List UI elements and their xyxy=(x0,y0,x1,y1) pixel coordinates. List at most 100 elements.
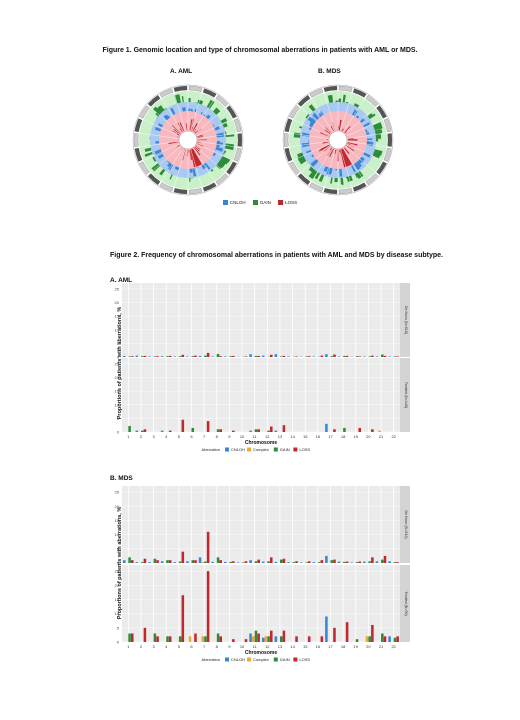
circos-mds-gain-mark xyxy=(373,124,383,131)
circos-mds-loss-mark xyxy=(343,147,350,155)
circos-aml-cnloh-mark xyxy=(188,108,191,112)
circos-aml-cnloh-mark xyxy=(201,164,207,170)
circos-mds-gain-mark xyxy=(375,138,379,142)
circos-aml-cnloh-mark xyxy=(174,166,178,170)
bar-gain xyxy=(343,355,346,357)
y-tick-label: 5 xyxy=(117,625,120,630)
bar-loss xyxy=(219,636,223,642)
bar-gain xyxy=(279,636,283,642)
circos-mds-ideogram-seg xyxy=(284,147,293,162)
circos-aml-radial-line xyxy=(190,92,202,131)
bar-gain xyxy=(140,562,144,563)
bar-gain xyxy=(368,356,371,357)
bar-loss xyxy=(333,354,336,357)
x-tick-label: 21 xyxy=(379,434,384,439)
circos-mds-ideogram-seg xyxy=(352,182,367,192)
circos-mds-gain-mark xyxy=(338,98,342,103)
circos-aml-gain-mark xyxy=(225,134,235,138)
bar-gain xyxy=(254,429,258,432)
bar-cnloh xyxy=(135,562,139,563)
circos-mds-cnloh-mark xyxy=(306,150,312,154)
bar-cnloh xyxy=(350,562,353,563)
bar-cnloh xyxy=(249,560,252,563)
x-tick-label: 10 xyxy=(240,434,245,439)
circos-mds-gain-mark xyxy=(298,157,307,165)
bar-loss xyxy=(345,622,349,642)
bar-gain xyxy=(128,356,131,357)
mds-facet-treated: 0 5 10 15 20 25 Treated (N=90) xyxy=(115,565,410,645)
fig1-title: Figure 1. Genomic location and type of c… xyxy=(102,47,418,54)
circos-mds-loss-mark xyxy=(326,139,329,140)
bar-loss xyxy=(371,624,374,642)
bar-loss xyxy=(358,427,362,432)
circos-mds-ideogram-seg xyxy=(323,188,338,195)
circos-mds-loss-mark xyxy=(325,127,332,134)
bar-loss xyxy=(333,559,336,563)
circos-mds-loss-mark xyxy=(339,119,342,131)
x-tick-label: 11 xyxy=(253,644,258,649)
x-tick-label: 9 xyxy=(228,434,231,439)
bar-cnloh xyxy=(211,561,214,563)
circos-aml-cnloh-mark xyxy=(194,108,197,113)
x-tick-label: 19 xyxy=(354,644,359,649)
circos-mds-cnloh-mark xyxy=(307,116,316,124)
x-tick-label: 4 xyxy=(165,434,168,439)
legend-swatch-loss xyxy=(278,200,284,205)
bar-cnloh xyxy=(325,555,328,563)
legend-swatch xyxy=(273,447,278,452)
mds-facet-denovo: 0 5 10 15 20 25 De Novo (N=512) xyxy=(115,486,410,566)
circos-aml-radial-line xyxy=(150,107,181,134)
legend-swatch xyxy=(247,657,251,662)
bar-loss xyxy=(219,356,223,357)
legend-swatch xyxy=(225,447,229,452)
bar-loss xyxy=(257,429,260,432)
circos-aml-radial-line xyxy=(197,141,237,148)
circos-aml-cnloh-mark xyxy=(214,149,216,151)
circos-aml-loss-mark xyxy=(194,147,201,156)
circos-aml-ideogram-seg xyxy=(147,173,161,185)
circos-mds-gain-mark xyxy=(375,133,382,139)
circos-aml-loss-mark xyxy=(197,143,204,147)
circos-mds-cnloh-mark xyxy=(357,159,362,165)
bar-gain xyxy=(229,561,232,563)
bar-cnloh xyxy=(375,561,379,563)
circos-mds-radial-line xyxy=(347,119,383,137)
bar-loss xyxy=(219,560,223,563)
bar-gain xyxy=(204,636,207,642)
bar-cnloh xyxy=(160,561,164,563)
circos-aml-gain-mark xyxy=(223,150,227,153)
fig1-legend: CNLOH GAIN LOSS xyxy=(0,200,520,206)
bar-cnloh xyxy=(186,356,189,357)
circos-aml-loss-mark xyxy=(197,135,203,138)
bar-loss xyxy=(143,429,147,432)
bar-cnloh xyxy=(299,562,303,563)
bar-loss xyxy=(383,636,387,642)
circos-aml-ideogram-seg xyxy=(147,95,161,107)
bar-loss xyxy=(333,627,336,642)
bar-cnloh xyxy=(312,562,316,563)
bar-loss xyxy=(358,356,362,357)
circos-mds-gain-mark xyxy=(368,113,376,120)
y-tick-label: 20 xyxy=(115,583,120,588)
bar-gain xyxy=(166,356,169,357)
circos-mds-gain-mark xyxy=(297,155,305,161)
circos-aml-loss-mark xyxy=(195,130,199,134)
y-tick-label: 0 xyxy=(117,430,120,435)
facet-label: De Novo (N=618) xyxy=(404,306,408,334)
legend-label: Complex xyxy=(253,657,269,662)
circos-aml-ideogram-seg xyxy=(215,173,229,185)
circos-mds xyxy=(282,84,394,196)
bar-gain xyxy=(153,633,157,642)
circos-aml-radial-line xyxy=(193,148,215,182)
bar-loss xyxy=(383,355,387,357)
circos-aml-loss-mark xyxy=(193,129,197,132)
legend-label-gain: GAIN xyxy=(259,200,271,205)
x-tick-label: 13 xyxy=(278,434,283,439)
bar-gain xyxy=(140,356,144,357)
circos-mds-radial-line xyxy=(324,92,336,131)
bar-loss xyxy=(194,355,197,357)
legend-swatch xyxy=(293,657,298,662)
circos-mds-radial-line xyxy=(343,148,365,182)
y-tick-label: 0 xyxy=(117,561,120,566)
